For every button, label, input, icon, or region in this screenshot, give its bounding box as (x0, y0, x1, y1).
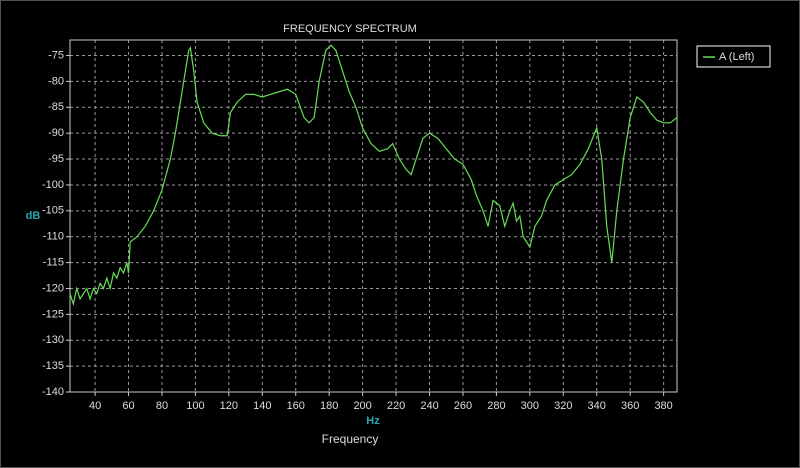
x-tick-label: 320 (554, 400, 572, 412)
x-tick-label: 140 (253, 400, 271, 412)
y-axis-label: dB (26, 210, 41, 222)
legend-box (696, 45, 771, 68)
x-tick-label: 180 (320, 400, 338, 412)
x-tick-label: 340 (588, 400, 606, 412)
y-tick-label: -75 (48, 49, 64, 61)
chart-title: FREQUENCY SPECTRUM (283, 23, 417, 35)
y-tick-label: -105 (42, 205, 64, 217)
y-tick-label: -85 (48, 101, 64, 113)
x-tick-label: 160 (287, 400, 305, 412)
x-tick-label: 40 (89, 400, 101, 412)
y-tick-label: -130 (42, 334, 64, 346)
x-tick-label: 260 (454, 400, 472, 412)
x-tick-label: 120 (220, 400, 238, 412)
x-tick-label: 80 (156, 400, 168, 412)
y-tick-label: -100 (42, 179, 64, 191)
y-tick-label: -120 (42, 282, 64, 294)
series-line (69, 44, 678, 307)
x-tick-label: 280 (487, 400, 505, 412)
y-tick-label: -140 (42, 386, 64, 398)
x-tick-label: 360 (621, 400, 639, 412)
x-tick-label: 200 (353, 400, 371, 412)
x-tick-label: 60 (122, 400, 134, 412)
y-tick-label: -110 (43, 231, 64, 243)
y-tick-label: -135 (42, 360, 64, 372)
x-tick-label: 220 (387, 400, 405, 412)
x-tick-label: 100 (186, 400, 204, 412)
x-axis-label: Hz (366, 415, 380, 427)
y-tick-label: -95 (48, 153, 64, 165)
y-tick-label: -90 (48, 127, 64, 139)
footer-label: Frequency (322, 432, 379, 446)
x-tick-label: 300 (521, 400, 539, 412)
y-tick-label: -80 (48, 75, 64, 87)
x-tick-label: 240 (420, 400, 438, 412)
legend-label: A (Left) (719, 51, 754, 63)
x-tick-label: 380 (654, 400, 672, 412)
plot-area-border (69, 39, 678, 393)
y-tick-label: -115 (43, 256, 64, 268)
y-tick-label: -125 (42, 308, 64, 320)
